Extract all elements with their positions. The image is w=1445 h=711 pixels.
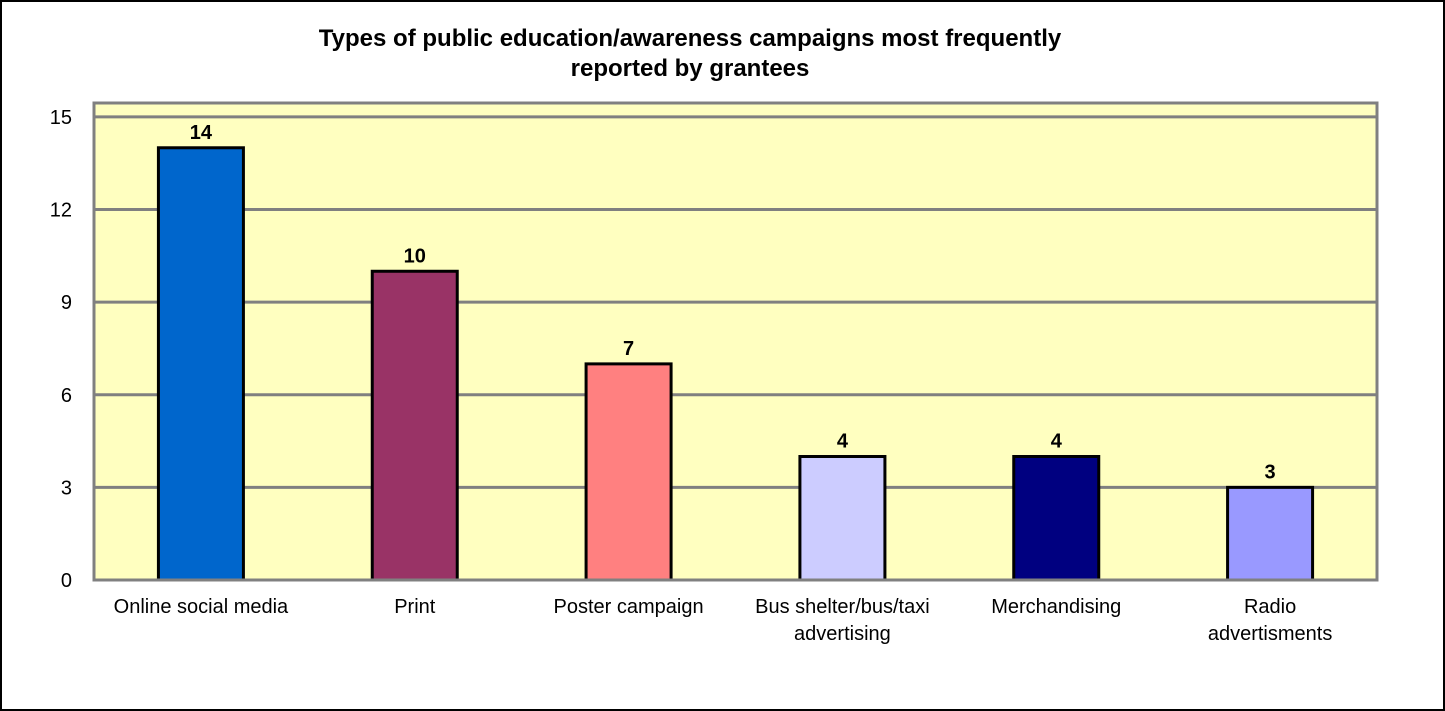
data-label: 3 [1265, 461, 1276, 483]
y-tick-label: 3 [61, 477, 72, 499]
gridlines [94, 115, 1377, 489]
data-label: 4 [837, 431, 849, 453]
x-category-label: Poster campaign [554, 596, 704, 618]
bar [584, 362, 673, 582]
y-axis-ticks: 0 3 6 9 12 15 [50, 107, 72, 592]
x-category-label: Radio [1244, 596, 1296, 618]
chart-title: Types of public education/awareness camp… [319, 25, 1062, 82]
bar [798, 455, 887, 582]
data-labels: 14 10 7 4 4 3 [190, 122, 1276, 484]
bar [1226, 485, 1315, 582]
data-label: 14 [190, 122, 213, 144]
x-category-label: Online social media [114, 596, 289, 618]
chart-title-line: Types of public education/awareness camp… [319, 25, 1062, 52]
x-category-label: Merchandising [991, 596, 1121, 618]
y-tick-label: 0 [61, 570, 72, 592]
chart-title-line: reported by grantees [571, 55, 810, 82]
y-tick-label: 15 [50, 107, 72, 129]
y-tick-label: 6 [61, 385, 72, 407]
x-axis-categories: Online social media Print Poster campaign B… [114, 596, 1333, 645]
bars [156, 146, 1315, 582]
bar [156, 146, 245, 582]
data-label: 7 [623, 338, 634, 360]
x-category-label: Print [394, 596, 436, 618]
plot-area [94, 103, 1377, 580]
bar [1012, 455, 1101, 582]
plot-frame [92, 101, 1379, 582]
x-category-label: advertisments [1208, 623, 1333, 645]
data-label: 4 [1051, 431, 1063, 453]
data-label: 10 [404, 245, 426, 267]
bar [370, 269, 459, 582]
x-category-label: advertising [794, 623, 891, 645]
y-tick-label: 9 [61, 292, 72, 314]
x-category-label: Bus shelter/bus/taxi [755, 596, 930, 618]
y-tick-label: 12 [50, 200, 72, 222]
